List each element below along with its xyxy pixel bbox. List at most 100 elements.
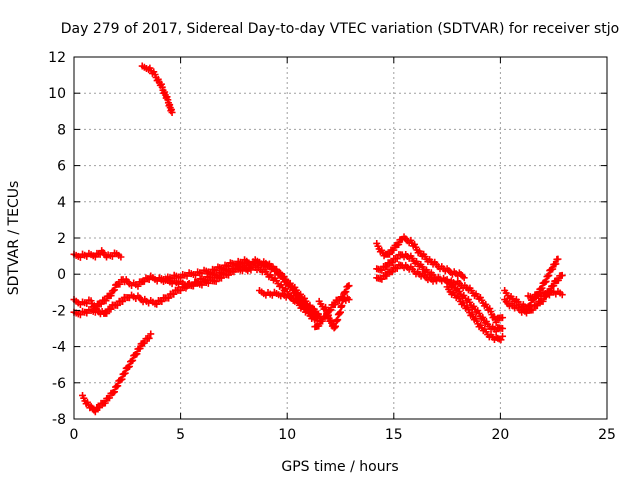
data-point [539,297,547,305]
data-point [552,260,560,268]
axis-ticks: 0 5 10 15 20 25 -8 -6 -4 -2 0 2 4 6 8 10 12 [48,50,616,443]
y-tick-label-5: 2 [57,231,66,247]
data-point [226,268,234,276]
series-s8 [255,287,325,323]
data-point [378,275,386,283]
data-point [335,297,343,305]
chart-title: Day 279 of 2017, Sidereal Day-to-day VTE… [61,21,619,37]
data-point [460,274,468,282]
data-point [153,300,161,308]
data-point [102,297,110,305]
data-point [170,290,178,298]
y-tick-label-6: 4 [57,195,66,211]
data-point [147,330,155,338]
x-tick-label-0: 0 [70,427,79,443]
data-point [219,265,227,273]
y-tick-label-8: 8 [57,122,66,138]
data-point [345,296,353,304]
data-point [499,314,507,322]
data-point [113,301,121,309]
data-point [214,272,222,280]
data-point [140,339,148,347]
x-tick-label-5: 25 [598,427,616,443]
data-point [393,265,401,273]
data-point [118,375,126,383]
x-tick-label-3: 15 [385,427,403,443]
data-point [492,318,500,326]
series-s2 [138,62,176,117]
y-tick-label-0: -8 [52,412,66,428]
data-point [327,306,335,314]
y-tick-label-7: 6 [57,159,66,175]
data-point [96,404,104,412]
data-point [134,282,142,290]
data-point [319,317,327,325]
data-point [492,328,500,336]
data-point [158,297,166,305]
data-point [91,408,99,416]
data-point [189,282,197,290]
data-point [533,302,541,310]
series-s13 [373,261,440,285]
series-s15 [443,276,507,336]
data-point [549,265,557,273]
data-point [554,255,562,263]
data-point [136,344,144,352]
series-s16 [454,277,507,326]
y-axis-label: SDTVAR / TECUs [6,181,22,296]
data-point [129,356,137,364]
series-s10 [311,293,353,331]
data-point [558,271,566,279]
series-s19 [524,287,566,302]
data-point [558,291,566,299]
data-point [388,259,396,267]
data-point [225,262,233,270]
data-point [554,276,562,284]
data-point [315,322,323,330]
x-tick-label-1: 5 [176,427,185,443]
data-point [378,266,386,274]
series-s3 [79,330,155,416]
data-point [386,250,394,258]
data-point [107,305,115,313]
data-point [499,324,507,332]
data-point [182,284,190,292]
data-point [101,399,109,407]
data-point [119,297,127,305]
data-point [345,282,353,290]
data-point [499,332,507,340]
data-point [395,240,403,248]
data-point [383,272,391,280]
data-point [91,253,99,261]
data-point [212,277,220,285]
data-point [194,279,202,287]
data-point [114,382,122,390]
data-point [133,350,141,358]
data-point [542,277,550,285]
data-point [168,109,176,117]
data-point [529,306,537,314]
data-point [125,363,133,370]
data-point [390,246,398,254]
data-point [177,286,185,294]
data-point [121,369,129,377]
data-point [106,394,114,402]
data-series [70,62,566,416]
data-point [103,309,111,317]
data-point [97,300,105,308]
grid [74,57,607,419]
x-tick-label-4: 20 [491,427,509,443]
y-tick-label-3: -2 [52,303,66,319]
data-point [393,255,401,263]
y-tick-label-9: 10 [48,86,66,102]
data-point [107,292,115,300]
data-point [545,271,553,279]
data-point [201,276,209,284]
y-tick-label-1: -6 [52,376,66,392]
data-point [342,288,350,296]
data-point [212,267,220,275]
data-point [111,388,119,396]
data-point [538,284,546,292]
